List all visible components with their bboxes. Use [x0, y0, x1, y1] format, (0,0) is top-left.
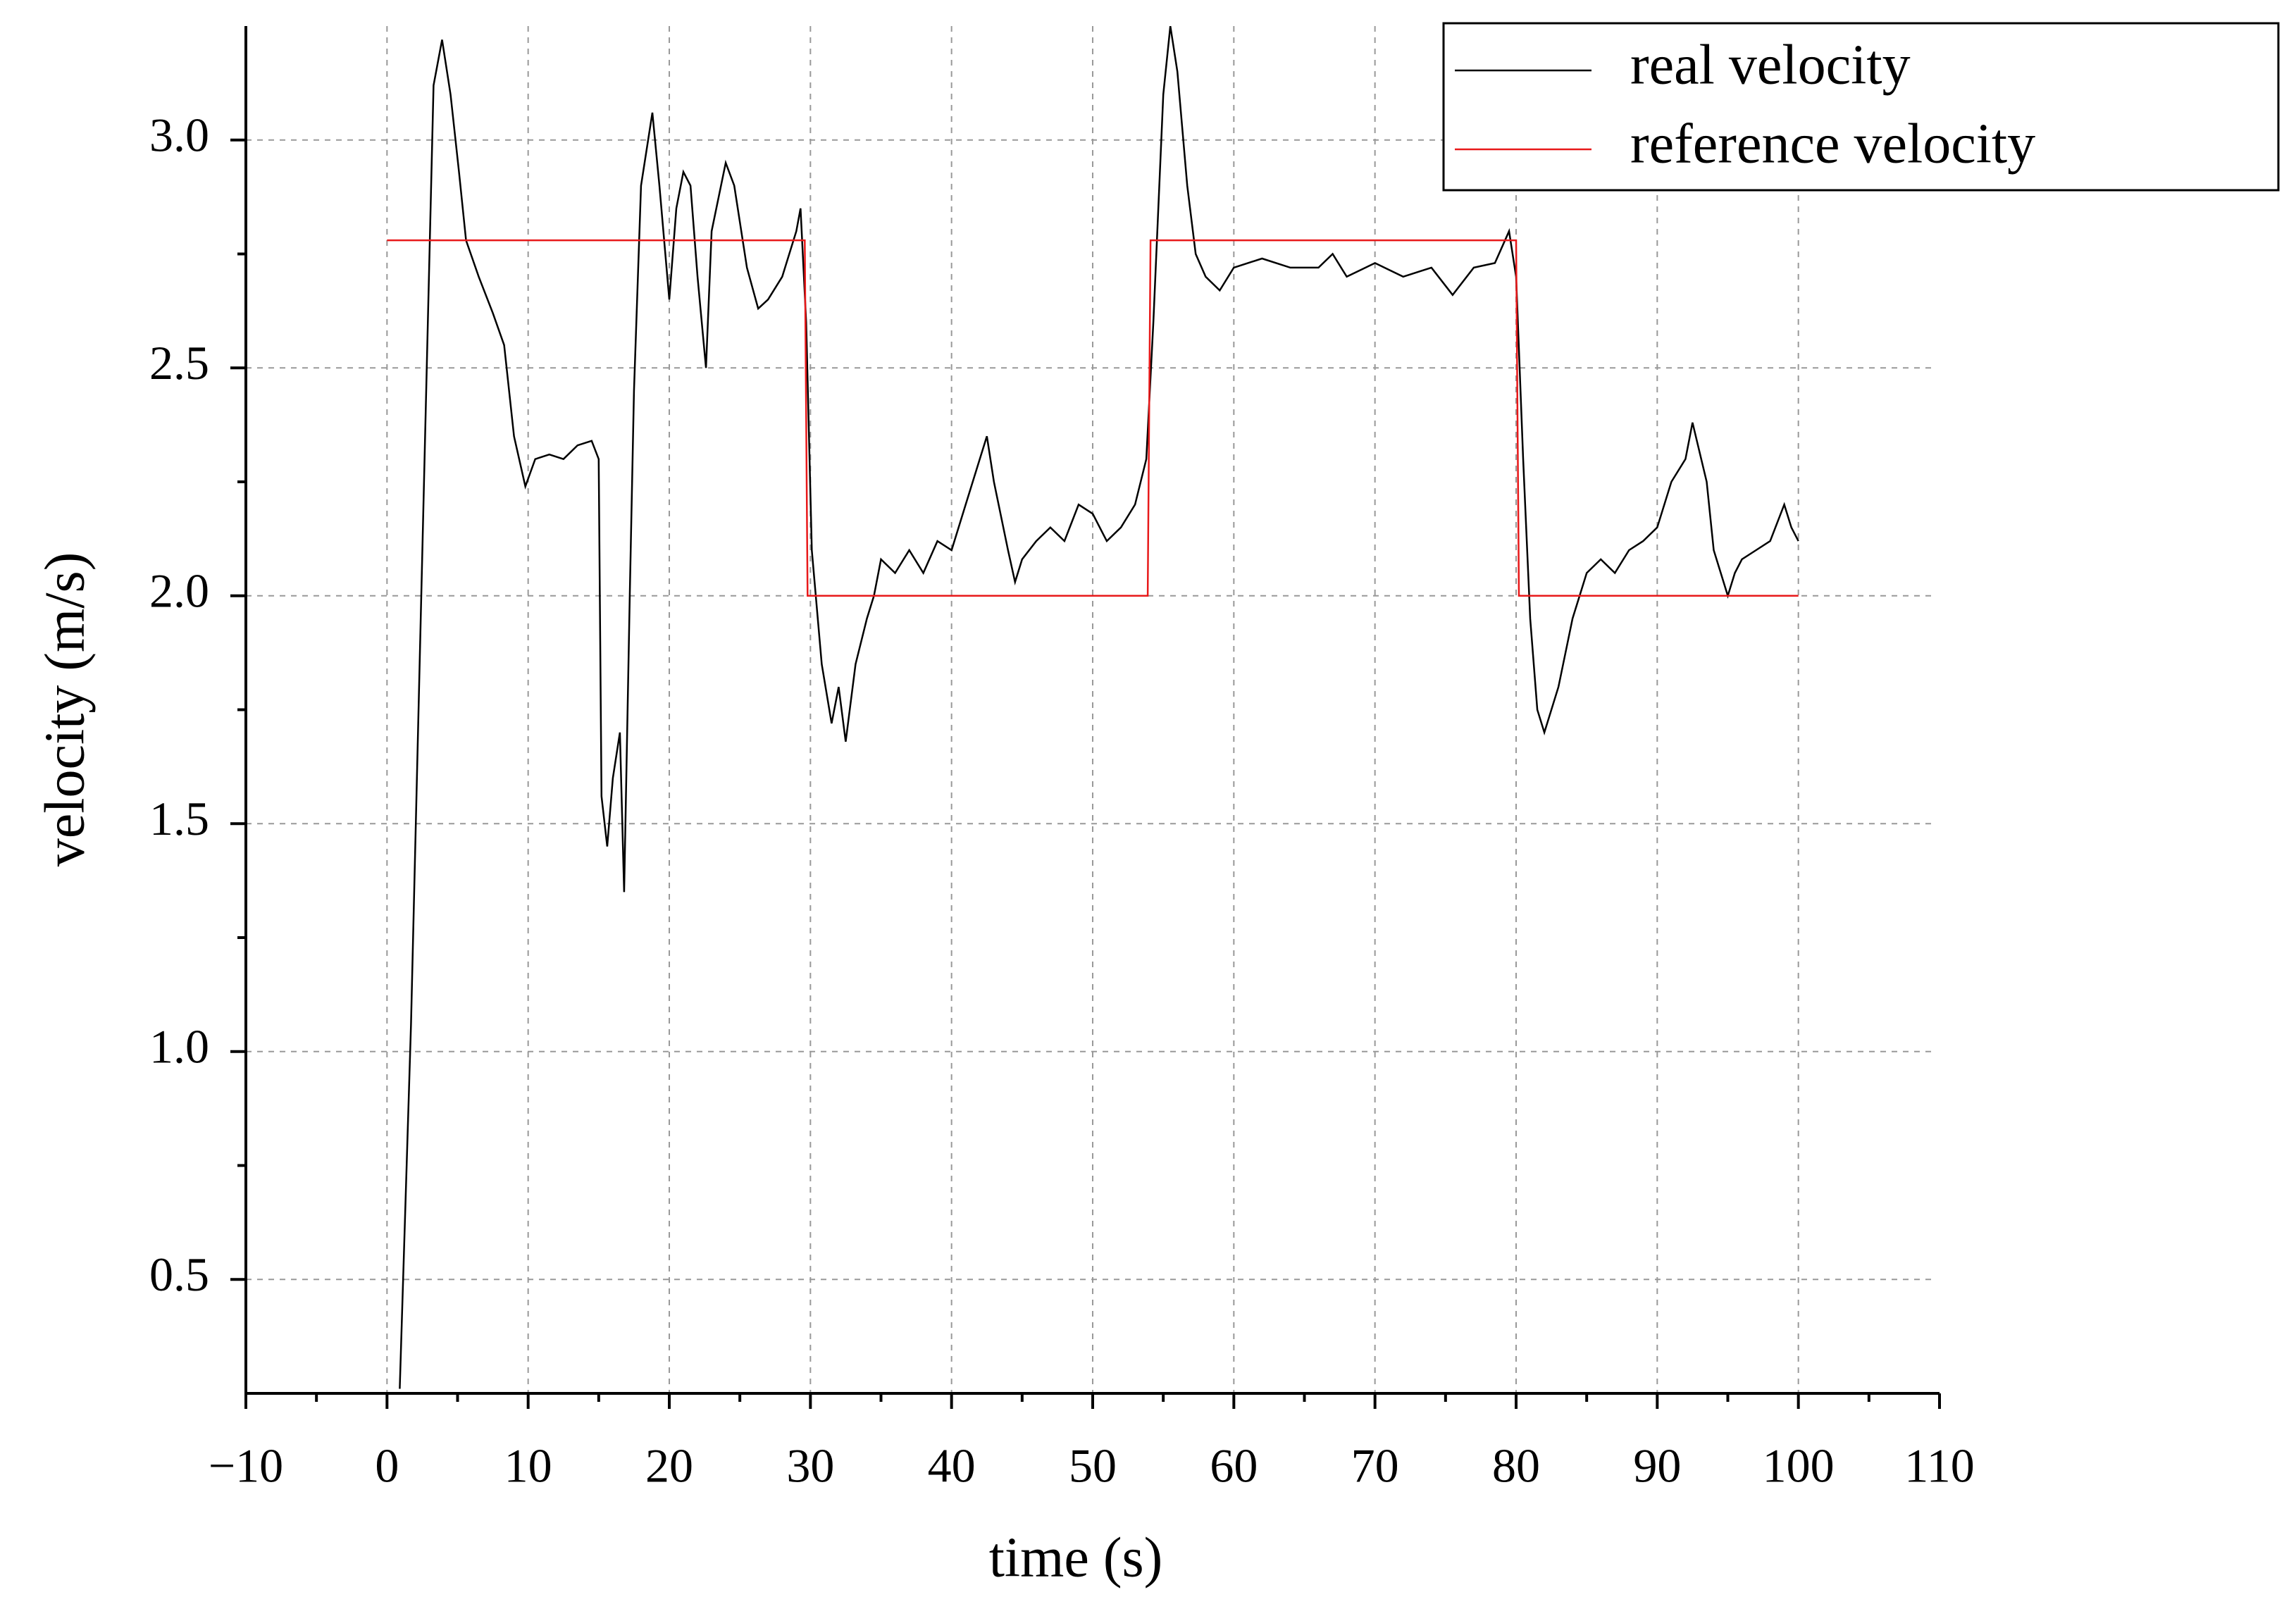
- x-tick-label: 60: [1210, 1439, 1258, 1493]
- x-tick-label: 70: [1351, 1439, 1399, 1493]
- x-tick-label: 90: [1633, 1439, 1681, 1493]
- y-tick-label: 0.5: [149, 1248, 209, 1301]
- x-tick-label: −10: [209, 1439, 283, 1493]
- x-tick-label: 20: [645, 1439, 693, 1493]
- series-line: [387, 239, 1799, 597]
- x-tick-label: 50: [1069, 1439, 1117, 1493]
- x-tick-label: 110: [1904, 1439, 1974, 1493]
- x-tick-label: 80: [1492, 1439, 1540, 1493]
- series-line: [399, 26, 1799, 1389]
- y-tick-label: 3.0: [149, 108, 209, 161]
- legend-label: reference velocity: [1630, 113, 2035, 175]
- legend-label: real velocity: [1630, 34, 1911, 96]
- x-axis-title: time (s): [989, 1527, 1163, 1589]
- y-tick-label: 2.5: [149, 336, 209, 390]
- x-tick-label: 0: [375, 1439, 399, 1493]
- x-tick-label: 40: [928, 1439, 976, 1493]
- x-tick-label: 30: [786, 1439, 834, 1493]
- legend-box: [1442, 22, 2280, 192]
- y-tick-label: 2.0: [149, 564, 209, 617]
- y-axis-title: velocity (m/s): [34, 552, 96, 867]
- x-tick-label: 10: [504, 1439, 552, 1493]
- y-tick-label: 1.5: [149, 792, 209, 845]
- x-tick-label: 100: [1763, 1439, 1835, 1493]
- y-tick-label: 1.0: [149, 1019, 209, 1073]
